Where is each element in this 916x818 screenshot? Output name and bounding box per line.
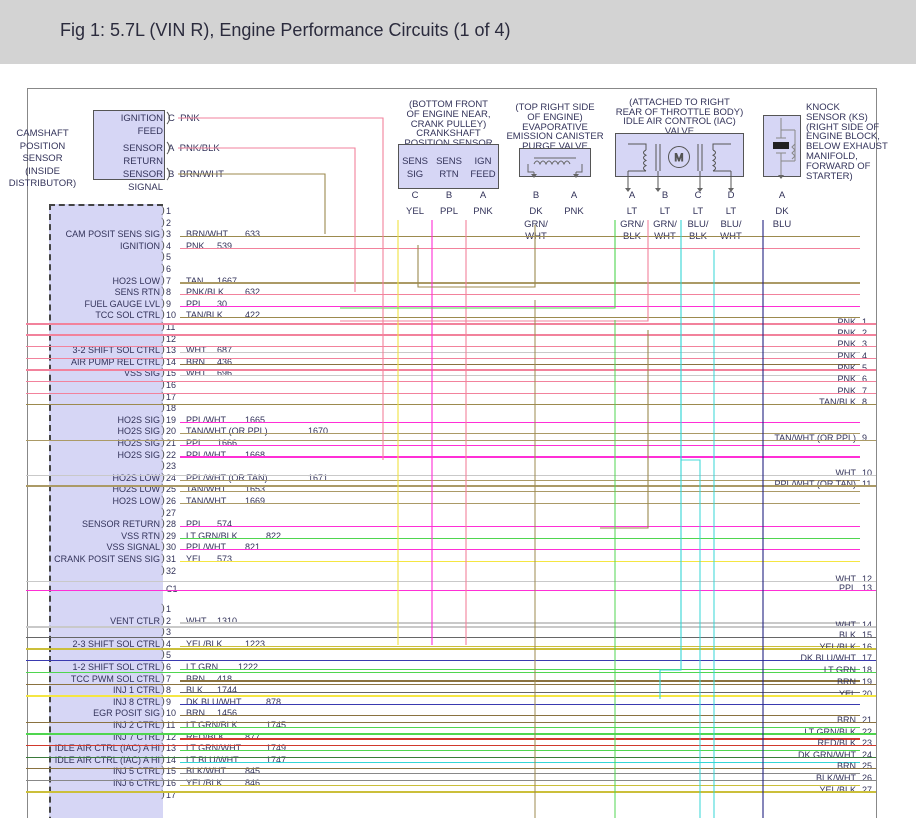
svg-text:M: M <box>674 152 683 164</box>
